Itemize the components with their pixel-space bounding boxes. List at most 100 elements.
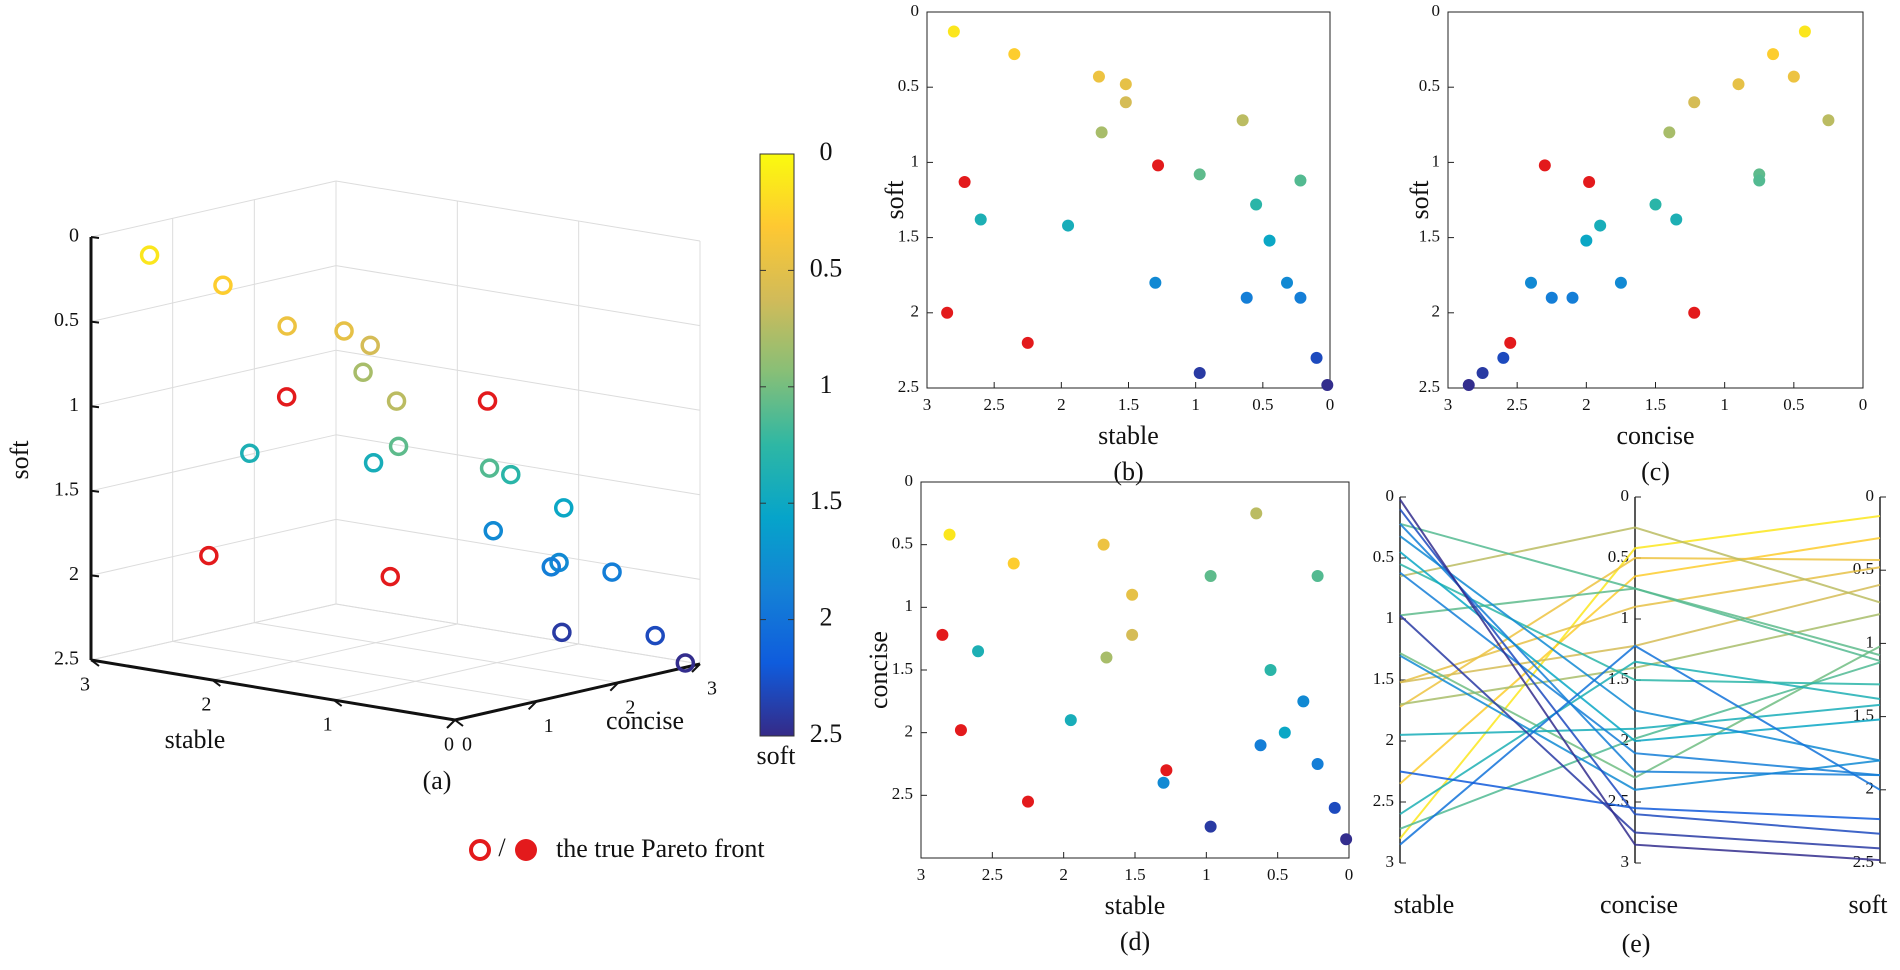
data-line bbox=[1399, 563, 1881, 686]
x-tick-label: 3 bbox=[917, 865, 926, 884]
data-point bbox=[483, 521, 504, 541]
axis-tick-label: 0 bbox=[1621, 486, 1630, 505]
axis-tick-label: 3 bbox=[1386, 852, 1395, 871]
axis-tick-label: 1 bbox=[1866, 632, 1875, 651]
data-point bbox=[1614, 276, 1627, 289]
z-tick-label: 1 bbox=[69, 394, 79, 416]
panel-label: (a) bbox=[423, 766, 452, 795]
data-point bbox=[941, 306, 954, 319]
data-line bbox=[1399, 614, 1881, 850]
y-tick-label: 2 bbox=[905, 722, 914, 741]
data-point bbox=[240, 443, 260, 464]
legend-separator: / bbox=[498, 833, 506, 862]
plot-frame bbox=[926, 11, 1331, 389]
y-tick-label: 0 bbox=[1432, 1, 1441, 20]
x-tick-label: 0 bbox=[1326, 395, 1335, 414]
grid-line bbox=[90, 603, 337, 661]
data-point bbox=[541, 557, 562, 577]
data-point bbox=[1119, 96, 1132, 109]
panel-label: (d) bbox=[1120, 927, 1150, 956]
data-point bbox=[1822, 114, 1835, 127]
data-point bbox=[1321, 378, 1334, 391]
axis-tick-label: 0 bbox=[1866, 486, 1875, 505]
data-point bbox=[1594, 219, 1607, 232]
colorbar-tick-label: 2 bbox=[820, 603, 833, 632]
data-line bbox=[1399, 770, 1881, 821]
data-point bbox=[958, 175, 971, 188]
legend-marker-filled bbox=[515, 839, 537, 861]
y-tick-label: 1 bbox=[911, 151, 920, 170]
x-tick-label: 0 bbox=[444, 734, 454, 756]
data-point bbox=[1580, 234, 1593, 247]
x-tick-label: 2.5 bbox=[984, 395, 1005, 414]
y-tick-label: 2 bbox=[1432, 302, 1441, 321]
x-tick-label: 0.5 bbox=[1783, 395, 1804, 414]
data-point bbox=[380, 566, 400, 587]
data-point bbox=[1649, 198, 1662, 211]
data-point bbox=[1297, 695, 1310, 708]
grid-line bbox=[90, 349, 337, 407]
data-point bbox=[1767, 48, 1780, 61]
data-point bbox=[477, 391, 498, 411]
axis-tick-label: 1 bbox=[1386, 608, 1395, 627]
data-point bbox=[334, 321, 354, 341]
data-line bbox=[1399, 645, 1881, 779]
y-tick-label: 2.5 bbox=[892, 784, 913, 803]
data-point bbox=[1204, 820, 1217, 833]
tick-mark bbox=[90, 405, 100, 409]
data-point bbox=[1100, 651, 1113, 664]
data-line bbox=[1399, 703, 1881, 736]
grid-line bbox=[172, 640, 537, 702]
data-point bbox=[1340, 833, 1353, 846]
z-tick-label: 2.5 bbox=[54, 648, 79, 670]
y-tick-label: 1 bbox=[1432, 151, 1441, 170]
data-point bbox=[1204, 570, 1217, 582]
data-point bbox=[1294, 291, 1307, 304]
data-point bbox=[1497, 351, 1510, 364]
data-point bbox=[1311, 758, 1324, 770]
y-tick-label: 1.5 bbox=[892, 659, 913, 678]
x-tick-label: 1 bbox=[323, 714, 333, 736]
data-point bbox=[1670, 213, 1683, 226]
data-point bbox=[1064, 714, 1077, 727]
colorbar-tick-label: 0.5 bbox=[810, 253, 843, 282]
y-tick-label: 0.5 bbox=[892, 534, 913, 553]
x-tick-label: 2 bbox=[1057, 395, 1066, 414]
data-point bbox=[1008, 48, 1021, 61]
data-point bbox=[1126, 588, 1139, 601]
data-point bbox=[1193, 168, 1206, 181]
z-tick-label: 0.5 bbox=[54, 309, 79, 331]
data-line bbox=[1399, 571, 1881, 777]
y-axis bbox=[454, 662, 701, 722]
data-point bbox=[553, 498, 574, 518]
axis-tick-label: 0.5 bbox=[1373, 547, 1394, 566]
axis-label: stable bbox=[1394, 890, 1455, 919]
data-point bbox=[1240, 291, 1253, 304]
z-axis-label: soft bbox=[5, 440, 34, 480]
y-tick-label: 1.5 bbox=[1419, 227, 1440, 246]
tick-mark bbox=[454, 719, 464, 727]
axis-tick-label: 3 bbox=[1621, 852, 1630, 871]
data-point bbox=[645, 625, 665, 646]
x-tick-label: 3 bbox=[1444, 395, 1453, 414]
colorbar bbox=[759, 153, 795, 737]
x-tick-label: 2 bbox=[1059, 865, 1068, 884]
data-point bbox=[1732, 78, 1745, 91]
x-tick-label: 2 bbox=[201, 694, 211, 716]
data-point bbox=[276, 387, 297, 407]
data-point bbox=[1119, 78, 1132, 91]
colorbar-tick-label: 1 bbox=[820, 370, 833, 399]
y-tick-label: 0 bbox=[462, 734, 472, 756]
grid-line bbox=[90, 434, 337, 492]
data-point bbox=[1126, 628, 1139, 641]
x-tick-label: 1.5 bbox=[1124, 865, 1145, 884]
x-tick-label: 1 bbox=[1191, 395, 1200, 414]
grid-line bbox=[335, 603, 701, 665]
data-point bbox=[1753, 174, 1766, 187]
axis-label: concise bbox=[1600, 890, 1678, 919]
colorbar-label: soft bbox=[757, 741, 797, 770]
panel-label: (e) bbox=[1622, 929, 1651, 958]
axis-tick-label: 2.5 bbox=[1853, 852, 1874, 871]
y-tick-label: 1 bbox=[544, 715, 554, 737]
data-point bbox=[1149, 276, 1162, 289]
